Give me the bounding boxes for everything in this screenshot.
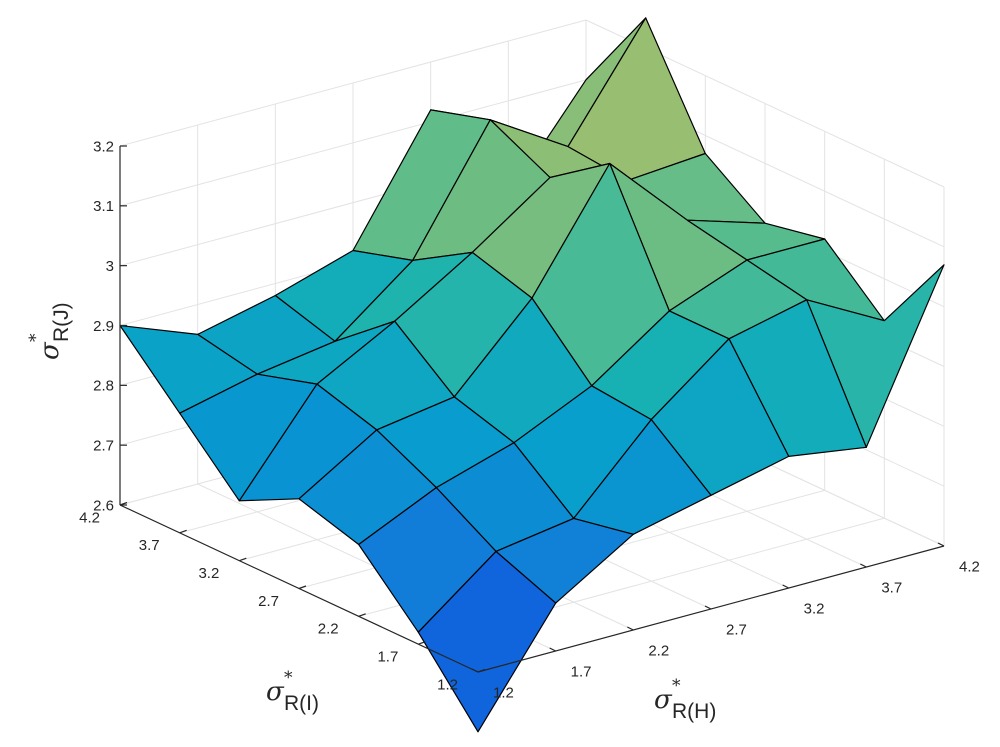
y-tick-mark <box>477 668 486 673</box>
z-axis-title-symbol: σ <box>35 341 65 360</box>
y-tick-label: 3.2 <box>198 565 219 582</box>
x-tick-label: 3.2 <box>804 600 825 617</box>
x-tick-mark <box>860 563 867 568</box>
y-axis-title-symbol: σ <box>266 677 285 707</box>
x-tick-label: 1.7 <box>571 663 592 680</box>
y-tick-label: 1.7 <box>377 648 398 665</box>
z-tick-label: 2.8 <box>93 378 114 395</box>
y-tick-label: 2.2 <box>318 621 339 638</box>
y-tick-mark <box>298 585 307 590</box>
y-tick-mark <box>358 613 366 617</box>
y-tick-label: 1.2 <box>437 676 458 693</box>
y-tick-mark <box>239 557 247 562</box>
x-tick-mark <box>937 542 945 547</box>
z-axis-title-star: * <box>26 333 46 342</box>
x-axis-title: σ * R(H) <box>654 676 716 723</box>
x-tick-label: 3.7 <box>881 579 902 596</box>
z-tick-label: 2.6 <box>93 497 114 514</box>
y-axis-title-subscript: R(I) <box>284 692 319 715</box>
y-axis-title-star: * <box>284 668 293 688</box>
z-tick-label: 2.7 <box>93 437 114 454</box>
x-tick-mark <box>782 584 789 589</box>
z-tick-label: 3 <box>106 258 114 275</box>
y-axis-title: σ * R(I) <box>266 668 319 715</box>
z-tick-label: 3.1 <box>93 198 114 215</box>
surface-layer <box>119 17 945 733</box>
x-axis-title-symbol: σ <box>654 685 673 715</box>
x-tick-mark <box>704 605 712 610</box>
y-tick-label: 2.7 <box>258 593 279 610</box>
x-tick-mark <box>549 647 556 652</box>
y-tick-mark <box>418 641 426 645</box>
z-tick-label: 3.2 <box>93 138 114 155</box>
backwall-gridline-z <box>119 79 587 207</box>
z-axis-title-subscript: R(J) <box>50 302 73 342</box>
backwall-gridline-z <box>119 19 587 147</box>
z-axis-title: σ* R(J) <box>26 302 73 360</box>
x-tick-mark <box>627 626 634 631</box>
z-tick-label: 2.9 <box>93 318 114 335</box>
x-tick-label: 4.2 <box>959 558 980 575</box>
surface-face <box>417 550 557 733</box>
y-tick-label: 4.2 <box>79 509 100 526</box>
x-tick-mark <box>471 668 479 673</box>
y-tick-mark <box>119 501 128 506</box>
x-tick-label: 1.2 <box>493 684 514 701</box>
x-tick-label: 2.2 <box>648 642 669 659</box>
x-tick-label: 2.7 <box>726 621 747 638</box>
axes-layer <box>119 145 945 673</box>
y-tick-mark <box>179 529 187 534</box>
x-axis-title-star: * <box>672 676 681 696</box>
labels-layer: 2.6 2.7 2.8 2.9 3 3.1 3.2 1.2 1.7 2.2 2.7 3.2 3.7 4.2… <box>26 138 980 723</box>
y-tick-label: 3.7 <box>139 537 160 554</box>
x-axis-title-subscript: R(H) <box>672 700 716 723</box>
